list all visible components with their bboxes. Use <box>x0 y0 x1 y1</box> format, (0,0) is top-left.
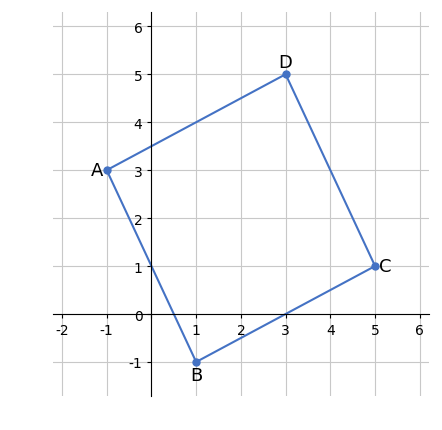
Text: D: D <box>278 54 293 72</box>
Text: B: B <box>190 366 202 384</box>
Text: A: A <box>91 162 103 180</box>
Text: C: C <box>379 258 391 276</box>
